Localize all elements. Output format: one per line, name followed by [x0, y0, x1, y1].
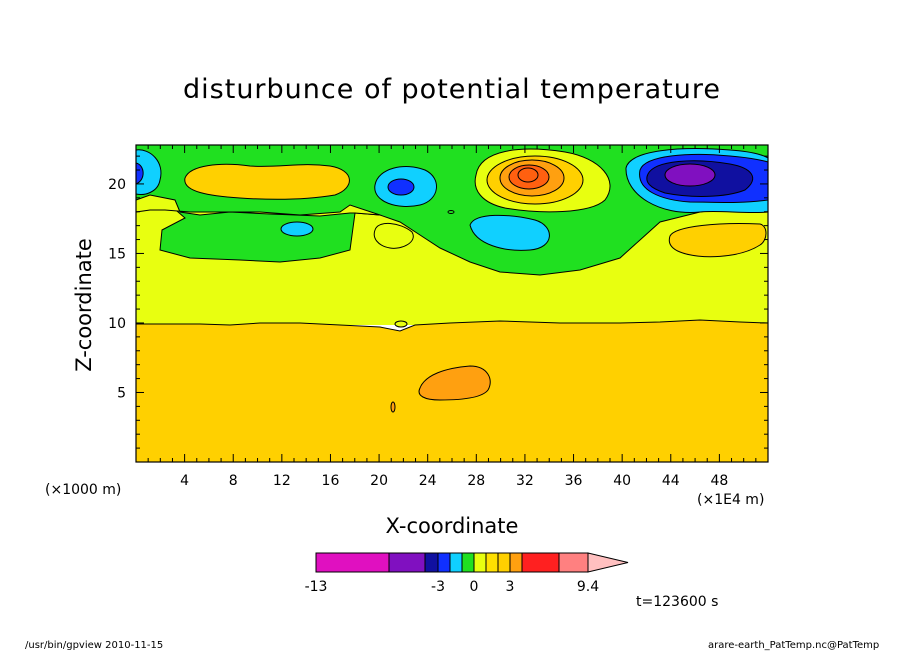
- field-cyan-right: [469, 214, 550, 251]
- field-orange-right: [668, 223, 767, 258]
- chart-title: disturbunce of potential temperature: [183, 74, 721, 105]
- field-cold-core: [664, 163, 716, 187]
- x-tick-label: 40: [613, 473, 631, 489]
- colorbar-segment: [315, 552, 390, 573]
- x-unit-right: (×1E4 m): [697, 492, 765, 508]
- colorbar-segment: [509, 552, 523, 573]
- x-tick-label: 12: [273, 473, 291, 489]
- colorbar-tick-label: 3: [506, 579, 515, 595]
- contour-field: [135, 144, 769, 463]
- field-orange-lower-blob: [418, 365, 491, 401]
- field-yellow-pocket: [135, 194, 381, 217]
- field-blue-mid: [387, 178, 415, 196]
- colorbar-tick-label: 0: [470, 579, 479, 595]
- field-tiny-1: [394, 320, 408, 328]
- colorbar-arrow: [587, 552, 629, 573]
- y-tick-label: 10: [108, 316, 126, 332]
- colorbar-segment: [424, 552, 439, 573]
- x-tick-label: 8: [229, 473, 238, 489]
- x-tick-label: 4: [180, 473, 189, 489]
- colorbar-segment: [461, 552, 475, 573]
- x-tick-label: 28: [467, 473, 485, 489]
- x-tick-label: 36: [565, 473, 583, 489]
- field-cyan-left: [135, 149, 162, 195]
- colorbar-segment: [437, 552, 451, 573]
- colorbar-segment: [449, 552, 463, 573]
- x-unit-left: (×1000 m): [45, 482, 122, 498]
- colorbar-tick-label: -13: [305, 579, 328, 595]
- x-tick-label: 44: [662, 473, 680, 489]
- field-orange-top-left: [184, 163, 350, 200]
- footer-right: arare-earth_PatTemp.nc@PatTemp: [708, 640, 880, 651]
- x-tick-label: 48: [710, 473, 728, 489]
- colorbar-segment: [497, 552, 511, 573]
- footer-left: /usr/bin/gpview 2010-11-15: [25, 640, 164, 651]
- x-tick-label: 24: [419, 473, 437, 489]
- x-axis-label: X-coordinate: [385, 514, 519, 538]
- time-label: t=123600 s: [636, 594, 719, 610]
- colorbar-segment: [473, 552, 487, 573]
- colorbar-segment: [388, 552, 426, 573]
- field-tiny-3: [447, 210, 455, 214]
- field-warm-center: [517, 167, 539, 183]
- field-cyan-small: [280, 221, 314, 237]
- field-tiny-2: [390, 401, 396, 413]
- x-axis-ticks: 4 8 12 16 20 24 28 32 36 40 44 48: [147, 145, 757, 489]
- colorbar-segment: [485, 552, 499, 573]
- y-tick-label: 5: [117, 385, 126, 401]
- colorbar: -13 -3 0 3 9.4: [305, 552, 629, 595]
- x-tick-label: 16: [322, 473, 340, 489]
- field-yellow-bump: [373, 223, 414, 249]
- y-axis-ticks: 5 10 15 20: [108, 155, 768, 449]
- x-tick-label: 20: [370, 473, 388, 489]
- colorbar-tick-label: -3: [431, 579, 445, 595]
- x-tick-label: 32: [516, 473, 534, 489]
- y-tick-label: 20: [108, 177, 126, 193]
- colorbar-segment: [521, 552, 560, 573]
- y-tick-label: 15: [108, 246, 126, 262]
- colorbar-segment: [558, 552, 589, 573]
- colorbar-tick-label: 9.4: [577, 579, 599, 595]
